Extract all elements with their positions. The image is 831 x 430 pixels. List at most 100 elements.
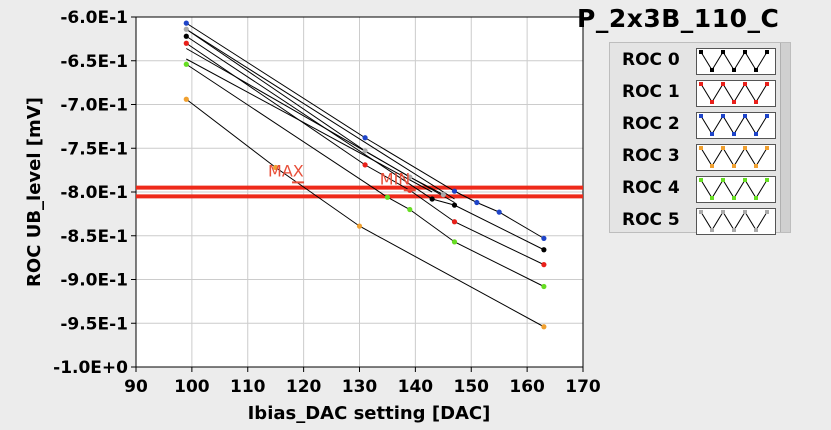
legend-swatch-marker bbox=[765, 146, 769, 150]
tick-layer: 90 100 110 120 130 140 150 160 170 -6.0E-1 -6.5E-1… bbox=[53, 8, 601, 397]
legend-swatch-line bbox=[700, 83, 768, 103]
x-tick-label: 140 bbox=[398, 377, 434, 397]
series-line bbox=[186, 28, 444, 196]
legend-swatch-marker bbox=[765, 114, 769, 118]
y-tick-label: -6.0E-1 bbox=[60, 8, 128, 28]
legend-swatch-marker bbox=[743, 82, 747, 86]
y-tick-label: -9.0E-1 bbox=[60, 271, 128, 291]
legend-item: ROC 4 bbox=[610, 175, 790, 205]
x-tick-label: 170 bbox=[565, 377, 601, 397]
x-axis-title: Ibias_DAC setting [DAC] bbox=[248, 403, 491, 424]
legend-swatch-marker bbox=[721, 50, 725, 54]
data-point bbox=[183, 26, 189, 32]
data-point bbox=[440, 192, 446, 198]
data-point bbox=[183, 33, 189, 39]
legend-swatch-marker bbox=[710, 164, 714, 168]
legend-scrollbar[interactable] bbox=[780, 43, 790, 232]
series-line bbox=[186, 22, 545, 239]
legend-swatch-marker bbox=[710, 228, 714, 232]
legend-swatch-marker bbox=[699, 82, 703, 86]
legend-swatch-marker bbox=[765, 210, 769, 214]
fit-line bbox=[186, 58, 433, 193]
legend-swatch-marker bbox=[754, 132, 758, 136]
legend-swatch-line bbox=[700, 115, 768, 135]
legend-label: ROC 0 bbox=[622, 50, 680, 70]
y-tick-label: -7.5E-1 bbox=[60, 139, 128, 159]
marker-label: MIN bbox=[380, 169, 411, 188]
legend-swatch-marker bbox=[732, 132, 736, 136]
legend-swatch-marker bbox=[699, 50, 703, 54]
data-point bbox=[541, 283, 547, 290]
data-point bbox=[451, 202, 458, 208]
legend-label: ROC 5 bbox=[622, 210, 680, 230]
x-tick-label: 120 bbox=[286, 377, 322, 397]
data-point bbox=[407, 174, 413, 180]
legend-swatch-marker bbox=[710, 68, 714, 72]
legend-swatch-marker bbox=[721, 82, 725, 86]
y-tick-label: -9.5E-1 bbox=[60, 314, 128, 334]
data-point bbox=[496, 209, 502, 215]
data-point bbox=[362, 135, 368, 141]
legend-swatch-marker bbox=[754, 228, 758, 232]
marker-label: MAX bbox=[268, 161, 304, 180]
legend-swatch-marker bbox=[710, 196, 714, 200]
fit-line bbox=[186, 28, 455, 200]
legend-swatch-marker bbox=[721, 210, 725, 214]
legend-swatch bbox=[696, 80, 776, 107]
legend-label: ROC 1 bbox=[622, 82, 680, 102]
data-point bbox=[362, 162, 368, 168]
legend-swatch-marker bbox=[754, 164, 758, 168]
legend-label: ROC 2 bbox=[622, 114, 680, 134]
legend-swatch-marker bbox=[721, 178, 725, 182]
data-point bbox=[356, 223, 363, 229]
legend-swatch-line bbox=[700, 179, 768, 199]
legend-swatch bbox=[696, 112, 776, 139]
legend-swatch-marker bbox=[732, 164, 736, 168]
legend-swatch-marker bbox=[699, 210, 703, 214]
legend-swatch-marker bbox=[732, 196, 736, 200]
data-point bbox=[183, 20, 189, 26]
y-axis-title: ROC UB_level [mV] bbox=[24, 97, 45, 287]
x-tick-label: 100 bbox=[174, 377, 210, 397]
legend-swatch-line bbox=[700, 51, 768, 71]
chart-title: P_2x3B_110_C bbox=[577, 4, 780, 33]
legend-swatch-marker bbox=[743, 178, 747, 182]
data-point bbox=[407, 206, 413, 213]
x-tick-label: 110 bbox=[230, 377, 266, 397]
y-tick-label: -8.0E-1 bbox=[60, 183, 128, 203]
data-point bbox=[183, 40, 189, 46]
series-line bbox=[185, 98, 545, 328]
data-point bbox=[183, 61, 189, 67]
legend-item: ROC 3 bbox=[610, 143, 790, 173]
legend-swatch bbox=[696, 144, 776, 171]
legend-swatch bbox=[696, 176, 776, 203]
legend-swatch bbox=[696, 48, 776, 75]
grid-layer bbox=[135, 16, 584, 368]
data-point bbox=[273, 164, 279, 171]
legend: ROC 0 ROC 1 ROC 2 ROC 3 ROC 4 ROC 5 bbox=[609, 42, 791, 235]
data-point bbox=[451, 219, 458, 225]
legend-swatch-marker bbox=[765, 82, 769, 86]
legend-swatch-marker bbox=[732, 228, 736, 232]
legend-swatch-marker bbox=[765, 50, 769, 54]
series-line bbox=[186, 35, 545, 251]
legend-swatch-marker bbox=[732, 68, 736, 72]
y-tick-label: -8.5E-1 bbox=[60, 227, 128, 247]
legend-item: ROC 1 bbox=[610, 79, 790, 109]
legend-swatch-marker bbox=[699, 114, 703, 118]
legend-swatch-marker bbox=[710, 100, 714, 104]
legend-swatch-marker bbox=[754, 68, 758, 72]
reference-lines bbox=[136, 185, 583, 199]
data-point bbox=[541, 247, 547, 253]
legend-swatch-marker bbox=[721, 114, 725, 118]
legend-swatch-line bbox=[700, 211, 768, 231]
legend-swatch-marker bbox=[765, 178, 769, 182]
legend-swatch-marker bbox=[743, 210, 747, 214]
x-tick-label: 130 bbox=[342, 377, 378, 397]
data-point bbox=[451, 188, 458, 194]
x-tick-label: 90 bbox=[124, 377, 148, 397]
data-point bbox=[362, 148, 368, 154]
marker-layer: MAX MIN bbox=[268, 161, 416, 192]
x-tick-label: 150 bbox=[454, 377, 490, 397]
